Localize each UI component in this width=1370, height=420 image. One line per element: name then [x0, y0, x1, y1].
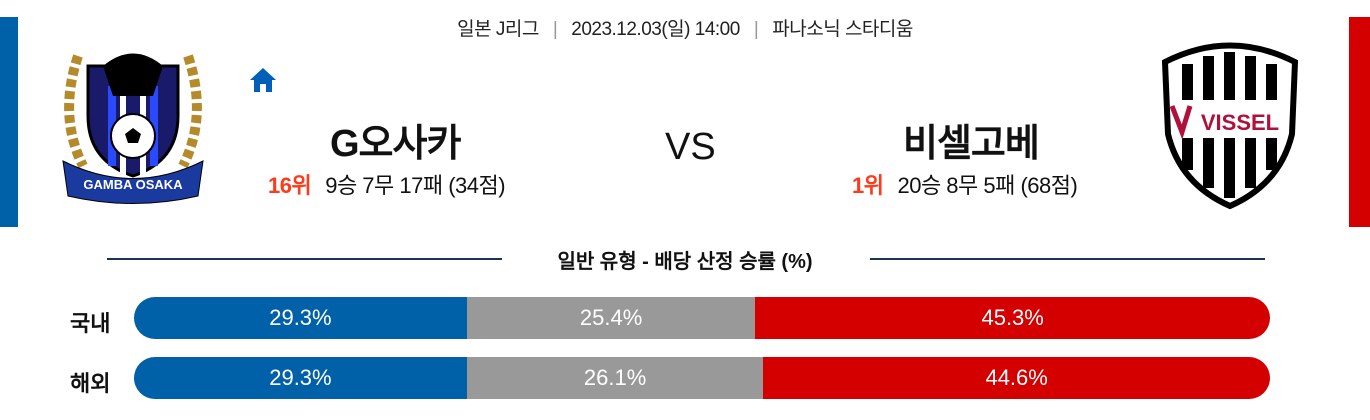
away-record-text: 20승 8무 5패 (68점): [897, 173, 1078, 198]
away-team-logo: VISSEL: [1161, 42, 1299, 210]
home-win-segment: 29.3%: [134, 357, 467, 399]
odds-bar-overseas: 29.3% 26.1% 44.6%: [134, 357, 1270, 399]
odds-bar-domestic: 29.3% 25.4% 45.3%: [134, 297, 1270, 339]
home-icon: [250, 68, 276, 92]
match-info: 일본 J리그 | 2023.12.03(일) 14:00 | 파나소닉 스타디움: [457, 19, 913, 40]
home-color-bar: [0, 17, 18, 227]
home-win-segment: 29.3%: [134, 297, 467, 339]
away-logo-text: VISSEL: [1201, 110, 1279, 135]
home-record-text: 9승 7무 17패 (34점): [325, 173, 506, 198]
row-label-overseas: 해외: [70, 371, 111, 396]
section-title: 일반 유형 - 배당 산정 승률 (%): [0, 245, 1370, 274]
away-team-record: 1위 20승 8무 5패 (68점): [852, 168, 1078, 200]
home-logo-text: GAMBA OSAKA: [83, 177, 183, 192]
home-team-logo: GAMBA OSAKA: [62, 53, 204, 204]
away-win-segment: 44.6%: [763, 357, 1270, 399]
home-team-record: 16위 9승 7무 17패 (34점): [268, 168, 506, 200]
section-title-text: 일반 유형 - 배당 산정 승률 (%): [557, 251, 813, 273]
divider-right: [870, 258, 1265, 260]
venue: 파나소닉 스타디움: [772, 19, 913, 40]
home-team-name[interactable]: G오사카: [330, 123, 461, 165]
league: 일본 J리그: [457, 19, 539, 40]
away-team-name[interactable]: 비셀고베: [903, 123, 1040, 165]
draw-segment: 25.4%: [466, 297, 756, 339]
draw-segment: 26.1%: [466, 357, 764, 399]
divider-left: [107, 258, 502, 260]
row-label-domestic: 국내: [70, 311, 111, 336]
vs-label: VS: [665, 126, 716, 168]
home-rank: 16위: [268, 173, 312, 198]
away-win-segment: 45.3%: [755, 297, 1270, 339]
away-rank: 1위: [852, 173, 884, 198]
away-color-bar: [1349, 17, 1370, 227]
match-datetime: 2023.12.03(일) 14:00: [571, 19, 740, 40]
